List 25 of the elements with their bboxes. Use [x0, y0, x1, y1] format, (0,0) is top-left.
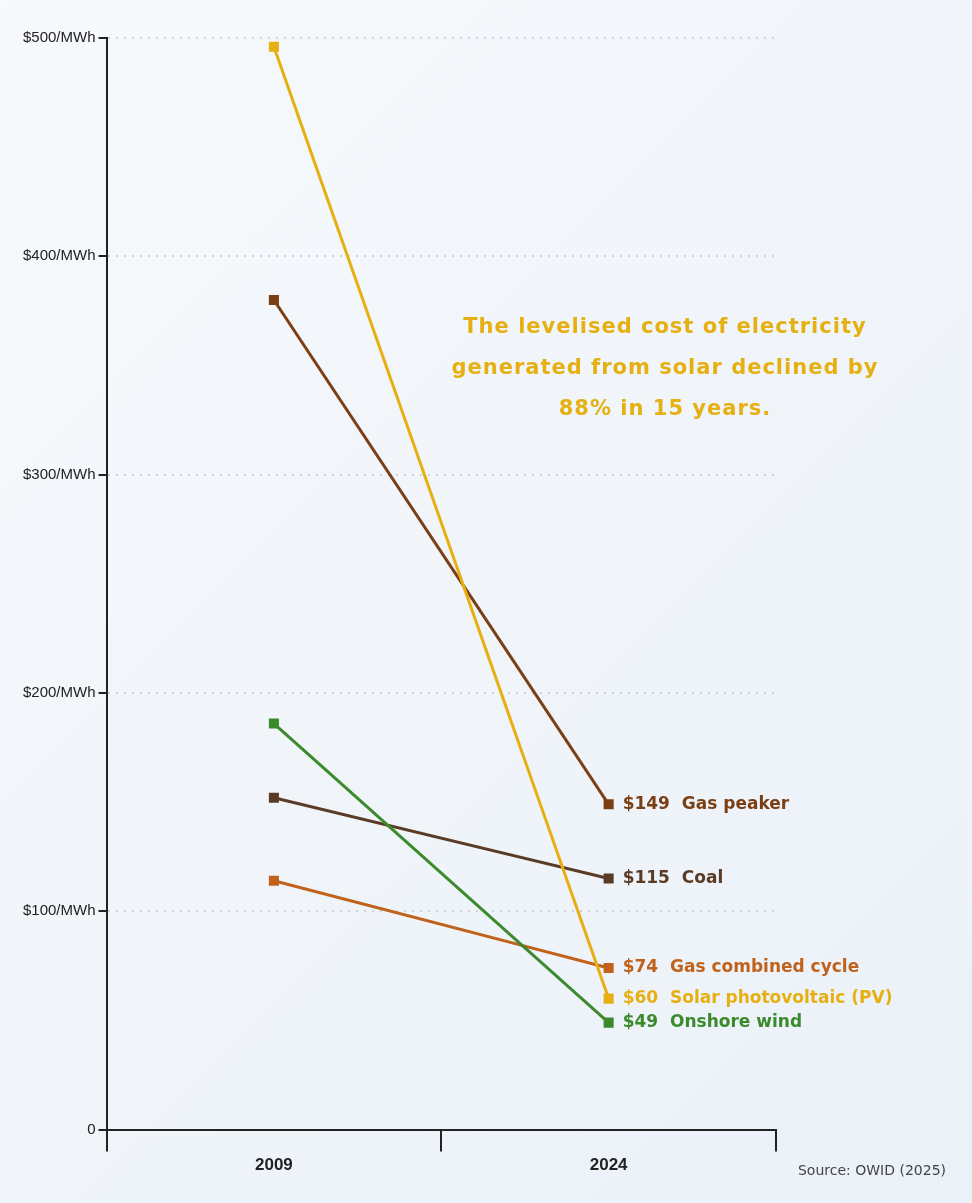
annotation: The levelised cost of electricity generated from solar declined by 88% in 15 years.: [450, 313, 880, 422]
text: $49 Onshore wind: [622, 1011, 803, 1032]
text: $74 Gas combined cycle: [622, 956, 860, 977]
x-tick-label: 2024: [589, 1155, 629, 1175]
point: [268, 718, 279, 729]
y-tick-label: $200/MWh: [22, 683, 96, 701]
x-tick-label: 2009: [254, 1155, 293, 1175]
y-tick-label: $300/MWh: [22, 464, 96, 482]
point: [603, 993, 614, 1004]
text: $115 Coal: [622, 866, 724, 887]
point: [603, 1017, 614, 1028]
text: $60 Solar photovoltaic (PV): [622, 987, 893, 1008]
point: [268, 41, 279, 52]
source-note: Source: OWID (2025): [797, 1162, 946, 1178]
y-tick-label: $400/MWh: [22, 246, 96, 264]
text: $149 Gas peaker: [622, 792, 790, 813]
point: [603, 963, 614, 974]
point: [603, 873, 614, 884]
point: [268, 294, 279, 306]
y-tick-label: $500/MWh: [22, 28, 96, 46]
point: [268, 792, 279, 803]
y-tick-label: $100/MWh: [22, 901, 96, 919]
point: [603, 799, 614, 810]
y-tick-label: 0: [87, 1119, 96, 1137]
point: [268, 875, 279, 886]
